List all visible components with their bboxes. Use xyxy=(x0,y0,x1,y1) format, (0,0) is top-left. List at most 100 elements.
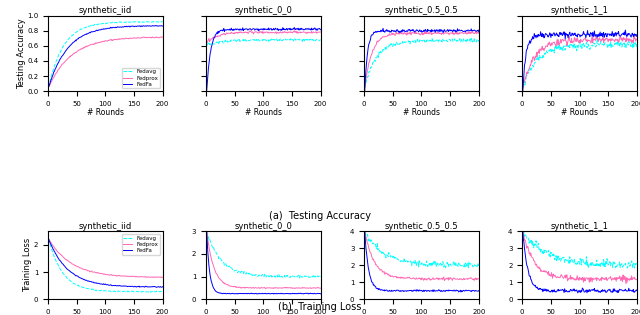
Title: synthetic_0.5_0.5: synthetic_0.5_0.5 xyxy=(385,6,458,15)
FedFa xyxy=(365,271,373,275)
FedFa xyxy=(368,280,376,284)
Line: FedFa: FedFa xyxy=(207,231,321,294)
Fedavg xyxy=(154,290,161,294)
FedFa xyxy=(207,279,215,283)
Fedavg xyxy=(49,252,57,256)
Line: FedFa: FedFa xyxy=(49,26,163,87)
Fedprox xyxy=(291,29,298,32)
Fedavg xyxy=(368,65,376,69)
FedFa xyxy=(233,27,241,31)
FedFa xyxy=(392,30,399,34)
Fedavg xyxy=(628,262,636,266)
Fedavg xyxy=(150,20,158,23)
Title: synthetic_0.5_0.5: synthetic_0.5_0.5 xyxy=(385,221,458,231)
FedFa xyxy=(633,35,640,38)
Fedprox xyxy=(475,32,483,35)
Fedavg xyxy=(150,290,157,294)
FedFa xyxy=(391,289,399,293)
Fedprox xyxy=(368,53,376,56)
FedFa xyxy=(524,265,531,268)
Fedprox xyxy=(519,85,527,89)
Fedavg xyxy=(224,40,232,44)
FedFa xyxy=(365,41,373,45)
FedFa xyxy=(540,287,548,291)
Line: Fedavg: Fedavg xyxy=(207,231,321,278)
Line: Fedavg: Fedavg xyxy=(365,231,479,268)
Line: Fedavg: Fedavg xyxy=(207,39,321,46)
FedFa xyxy=(45,85,52,89)
Fedavg xyxy=(633,261,640,265)
Fedavg xyxy=(233,269,241,273)
Fedavg xyxy=(159,20,166,24)
FedFa xyxy=(526,274,534,278)
Fedavg xyxy=(308,39,316,43)
FedFa xyxy=(457,290,465,294)
FedFa xyxy=(317,292,324,296)
Y-axis label: Testing Accuracy: Testing Accuracy xyxy=(17,18,26,89)
Fedavg xyxy=(391,44,399,48)
Fedprox xyxy=(633,278,640,282)
Fedprox xyxy=(157,276,165,279)
Line: FedFa: FedFa xyxy=(49,239,163,287)
Line: Fedprox: Fedprox xyxy=(523,231,637,284)
Line: FedFa: FedFa xyxy=(523,30,637,91)
Fedavg xyxy=(224,264,232,268)
FedFa xyxy=(207,46,215,49)
Fedavg xyxy=(317,274,324,278)
Legend: Fedavg, Fedprox, FedFa: Fedavg, Fedprox, FedFa xyxy=(122,234,160,255)
Fedprox xyxy=(524,244,531,248)
Line: Fedavg: Fedavg xyxy=(523,231,637,268)
Fedavg xyxy=(382,48,390,52)
FedFa xyxy=(159,285,166,289)
Title: synthetic_1_1: synthetic_1_1 xyxy=(550,6,609,15)
Fedavg xyxy=(75,28,83,32)
FedFa xyxy=(308,26,316,30)
FedFa xyxy=(308,292,316,295)
Fedprox xyxy=(549,272,557,276)
FedFa xyxy=(628,289,636,293)
Fedprox xyxy=(308,30,316,33)
Fedavg xyxy=(466,38,474,42)
FedFa xyxy=(470,289,477,293)
Fedavg xyxy=(75,284,83,288)
FedFa xyxy=(628,33,636,37)
Fedprox xyxy=(633,37,640,41)
Fedavg xyxy=(524,72,531,76)
Fedprox xyxy=(470,277,477,281)
FedFa xyxy=(540,36,548,40)
Fedprox xyxy=(361,229,369,233)
Line: Fedprox: Fedprox xyxy=(49,37,163,87)
Fedavg xyxy=(365,238,373,242)
FedFa xyxy=(224,28,232,32)
Fedprox xyxy=(540,49,548,53)
Line: Fedavg: Fedavg xyxy=(49,21,163,87)
Fedprox xyxy=(382,35,390,39)
Fedavg xyxy=(317,38,324,42)
FedFa xyxy=(524,47,531,51)
Fedprox xyxy=(233,285,241,289)
FedFa xyxy=(152,24,159,27)
Fedavg xyxy=(66,36,74,40)
Line: Fedavg: Fedavg xyxy=(49,239,163,292)
Fedprox xyxy=(159,275,166,279)
FedFa xyxy=(526,39,534,43)
Fedavg xyxy=(210,42,218,46)
Fedprox xyxy=(233,31,241,34)
Fedprox xyxy=(308,287,316,290)
FedFa xyxy=(203,89,211,93)
FedFa xyxy=(475,30,483,34)
Fedprox xyxy=(623,38,631,42)
Fedavg xyxy=(524,237,532,241)
Fedprox xyxy=(391,274,399,278)
Fedprox xyxy=(312,30,319,34)
Y-axis label: Training Loss: Training Loss xyxy=(24,238,33,292)
Fedprox xyxy=(224,283,232,286)
FedFa xyxy=(361,229,369,233)
FedFa xyxy=(52,251,60,255)
FedFa xyxy=(45,237,52,241)
Fedavg xyxy=(312,275,319,279)
Title: synthetic_0_0: synthetic_0_0 xyxy=(234,6,292,15)
Fedprox xyxy=(203,42,211,46)
Line: Fedavg: Fedavg xyxy=(523,38,637,87)
Fedavg xyxy=(624,41,632,45)
